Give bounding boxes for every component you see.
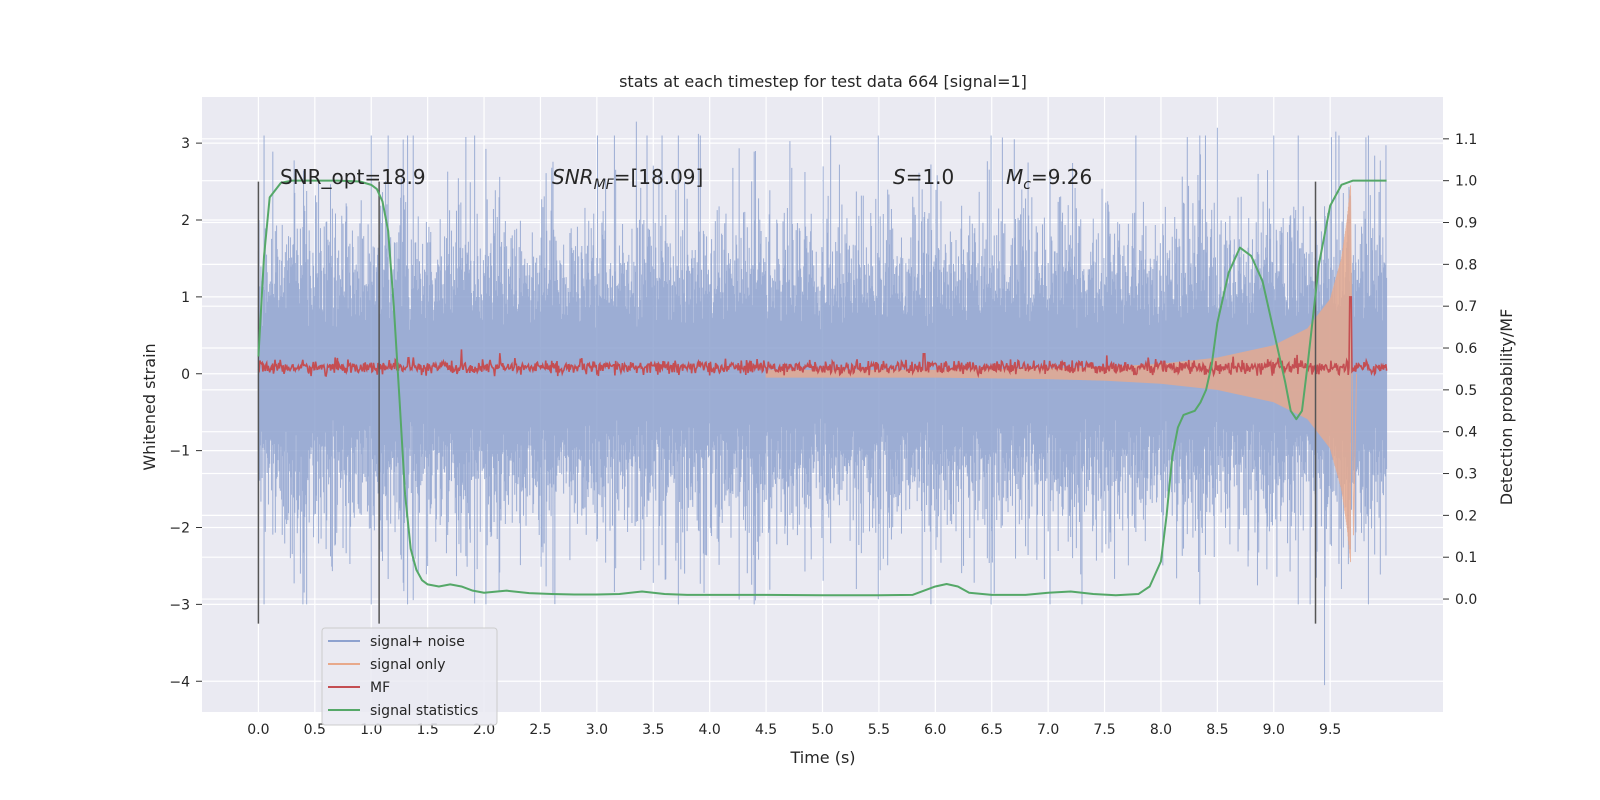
y-right-tick-label: 0.5 (1455, 383, 1477, 399)
y-left-tick-label: 3 (181, 136, 190, 152)
mf-series (257, 296, 1388, 379)
signal-statistics-series (257, 179, 1387, 597)
snr-opt-annotation: SNR_opt=18.9 (280, 165, 426, 189)
y-right-tick-label: 1.1 (1455, 132, 1477, 148)
x-tick-label: 3.5 (642, 722, 664, 738)
y-left-tick-label: −2 (169, 521, 190, 537)
x-tick-label: 4.5 (755, 722, 777, 738)
y-right-tick-label: 1.0 (1455, 174, 1477, 190)
chart-title: stats at each timestep for test data 664… (619, 72, 1027, 91)
legend-label-signal-statistics: signal statistics (370, 703, 478, 719)
y-right-tick-label: 0.3 (1455, 467, 1477, 483)
x-tick-label: 6.5 (981, 722, 1003, 738)
mc-annotation: Mc=9.26 (1006, 165, 1092, 193)
y-right-tick-label: 0.9 (1455, 216, 1477, 232)
signal-statistics-line (257, 179, 1387, 597)
y-left-tick-label: −3 (169, 597, 190, 613)
y-left-tick-label: 2 (181, 213, 190, 229)
legend-label-signal-noise: signal+ noise (370, 634, 465, 650)
y-left-axis-label: Whitened strain (140, 343, 159, 470)
x-tick-label: 7.5 (1093, 722, 1115, 738)
x-tick-label: 9.0 (1263, 722, 1285, 738)
x-axis-ticks: 0.0 0.5 1.0 1.5 2.0 2.5 3.0 3.5 4.0 4.5 5.0 5.5 6.0 6… (247, 722, 1341, 738)
legend: signal+ noise signal only MF signal stat… (321, 627, 498, 726)
x-tick-label: 2.0 (473, 722, 495, 738)
x-tick-label: 4.0 (699, 722, 721, 738)
y-left-tick-label: −4 (169, 674, 190, 690)
y-right-tick-label: 0.1 (1455, 550, 1477, 566)
y-left-tick-label: 1 (181, 290, 190, 306)
x-tick-label: 2.5 (529, 722, 551, 738)
x-tick-label: 1.5 (417, 722, 439, 738)
s-annotation: S=1.0 (893, 165, 954, 189)
time-markers (257, 181, 1317, 624)
y-right-tick-label: 0.6 (1455, 341, 1477, 357)
legend-label-mf: MF (370, 680, 390, 696)
legend-box (321, 627, 498, 726)
x-tick-label: 0.5 (304, 722, 326, 738)
x-tick-label: 5.0 (811, 722, 833, 738)
y-right-axis-ticks: 1.1 1.0 0.9 0.8 0.7 0.6 0.5 0.4 0.3 0.2 0.1 0.0 (1443, 132, 1477, 608)
y-right-tick-label: 0.7 (1455, 299, 1477, 315)
x-tick-label: 0.0 (247, 722, 269, 738)
y-right-axis-label: Detection probability/MF (1497, 309, 1516, 506)
x-tick-label: 8.5 (1206, 722, 1228, 738)
y-right-tick-label: 0.2 (1455, 508, 1477, 524)
y-left-tick-label: −1 (169, 444, 190, 460)
x-tick-label: 6.0 (924, 722, 946, 738)
y-right-tick-label: 0.4 (1455, 425, 1477, 441)
x-tick-label: 3.0 (586, 722, 608, 738)
x-tick-label: 1.0 (360, 722, 382, 738)
y-right-tick-label: 0.0 (1455, 592, 1477, 608)
x-tick-label: 9.5 (1319, 722, 1341, 738)
x-tick-label: 8.0 (1150, 722, 1172, 738)
y-right-tick-label: 0.8 (1455, 257, 1477, 273)
x-tick-label: 5.5 (868, 722, 890, 738)
legend-label-signal-only: signal only (370, 657, 445, 673)
y-left-axis-ticks: 3 2 1 0 −1 −2 −3 −4 (169, 136, 202, 690)
x-tick-label: 7.0 (1037, 722, 1059, 738)
mf-line (257, 296, 1388, 379)
x-axis-label: Time (s) (789, 748, 855, 767)
y-left-tick-label: 0 (181, 367, 190, 383)
snr-mf-annotation: SNRMF=[18.09] (552, 165, 703, 193)
